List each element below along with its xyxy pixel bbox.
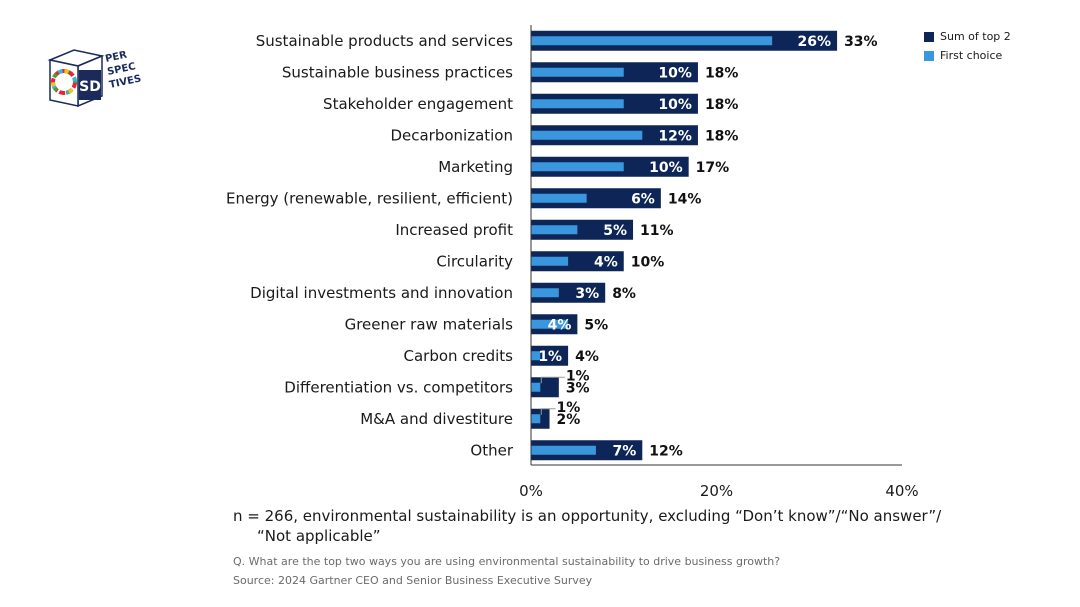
footnote-line-2: “Not applicable” <box>257 527 381 545</box>
value-label-first-choice-other: 7% <box>613 443 637 459</box>
bar-sum-top-2-energy-renewable-resilient-efficient <box>531 188 661 209</box>
bar-sum-top-2-circularity <box>531 251 624 272</box>
value-label-first-choice-energy-renewable-resilient-efficient: 6% <box>631 191 655 207</box>
category-label-increased-profit: Increased profit <box>395 221 513 239</box>
sd-perspectives-logo: SD PER SPEC TIVES <box>44 44 154 110</box>
category-label-sustainable-products-and-services: Sustainable products and services <box>256 32 513 50</box>
value-label-first-choice-carbon-credits: 1% <box>538 349 562 365</box>
logo-word-1: PER <box>104 50 128 65</box>
survey-question: Q. What are the top two ways you are usi… <box>233 555 781 568</box>
value-label-sum-top-2-greener-raw-materials: 5% <box>584 317 608 333</box>
category-label-stakeholder-engagement: Stakeholder engagement <box>323 95 513 113</box>
category-label-carbon-credits: Carbon credits <box>403 347 513 365</box>
bar-sum-top-2-digital-investments-and-innovation <box>531 282 606 303</box>
value-label-sum-top-2-carbon-credits: 4% <box>575 349 599 365</box>
category-label-differentiation-vs-competitors: Differentiation vs. competitors <box>284 378 513 396</box>
value-label-sum-top-2-m-a-and-divestiture: 2% <box>557 412 581 428</box>
leader-line-differentiation-vs-competitors <box>540 376 565 384</box>
legend-label-first-choice: First choice <box>940 49 1003 62</box>
bar-first-choice-increased-profit <box>531 225 578 235</box>
bar-first-choice-stakeholder-engagement <box>531 99 624 109</box>
bar-first-choice-differentiation-vs-competitors <box>531 382 541 392</box>
bar-first-choice-sustainable-products-and-services <box>531 36 773 46</box>
value-label-sum-top-2-differentiation-vs-competitors: 3% <box>566 380 590 396</box>
bar-first-choice-m-a-and-divestiture <box>531 414 541 424</box>
x-tick-label-40pct: 40% <box>885 482 918 500</box>
value-label-first-choice-digital-investments-and-innovation: 3% <box>575 286 599 302</box>
legend-swatch-sum-top-2 <box>924 31 934 42</box>
category-label-sustainable-business-practices: Sustainable business practices <box>282 63 513 81</box>
value-label-sum-top-2-digital-investments-and-innovation: 8% <box>612 286 636 302</box>
value-label-sum-top-2-energy-renewable-resilient-efficient: 14% <box>668 191 702 207</box>
bar-first-choice-digital-investments-and-innovation <box>531 288 559 298</box>
bar-first-choice-circularity <box>531 256 569 266</box>
source-note: Source: 2024 Gartner CEO and Senior Busi… <box>233 574 593 587</box>
bar-first-choice-marketing <box>531 162 624 172</box>
bar-first-choice-decarbonization <box>531 130 643 140</box>
footnote-line-1: n = 266, environmental sustainability is… <box>233 507 942 525</box>
legend-item-sum-top-2: Sum of top 2 <box>924 27 1011 46</box>
chart-legend: Sum of top 2 First choice <box>924 27 1011 65</box>
category-label-greener-raw-materials: Greener raw materials <box>345 315 514 333</box>
value-label-first-choice-stakeholder-engagement: 10% <box>658 97 692 113</box>
value-label-first-choice-increased-profit: 5% <box>603 223 627 239</box>
value-label-sum-top-2-sustainable-products-and-services: 33% <box>844 34 878 50</box>
category-label-m-a-and-divestiture: M&A and divestiture <box>360 410 513 428</box>
category-label-digital-investments-and-innovation: Digital investments and innovation <box>250 284 513 302</box>
value-label-first-choice-circularity: 4% <box>594 254 618 270</box>
value-label-first-choice-marketing: 10% <box>649 160 683 176</box>
value-label-first-choice-differentiation-vs-competitors: 1% <box>566 368 590 384</box>
bar-first-choice-sustainable-business-practices <box>531 67 624 77</box>
bar-first-choice-other <box>531 445 596 455</box>
value-label-first-choice-greener-raw-materials: 4% <box>548 317 572 333</box>
value-label-sum-top-2-decarbonization: 18% <box>705 128 739 144</box>
category-label-energy-renewable-resilient-efficient: Energy (renewable, resilient, efficient) <box>226 189 513 207</box>
value-label-sum-top-2-sustainable-business-practices: 18% <box>705 65 739 81</box>
leader-line-m-a-and-divestiture <box>540 408 556 415</box>
category-label-other: Other <box>470 441 513 459</box>
value-label-sum-top-2-marketing: 17% <box>696 160 730 176</box>
legend-item-first-choice: First choice <box>924 46 1011 65</box>
x-tick-label-20pct: 20% <box>700 482 733 500</box>
value-label-first-choice-sustainable-products-and-services: 26% <box>798 34 832 50</box>
bar-sum-top-2-differentiation-vs-competitors <box>531 377 559 398</box>
value-label-first-choice-m-a-and-divestiture: 1% <box>557 400 581 416</box>
bar-first-choice-carbon-credits <box>531 351 541 361</box>
sample-footnote: n = 266, environmental sustainability is… <box>233 506 953 546</box>
value-label-sum-top-2-stakeholder-engagement: 18% <box>705 97 739 113</box>
value-label-first-choice-sustainable-business-practices: 10% <box>658 65 692 81</box>
x-tick-label-0pct: 0% <box>519 482 543 500</box>
category-label-circularity: Circularity <box>436 252 513 270</box>
value-label-sum-top-2-other: 12% <box>649 443 683 459</box>
value-label-first-choice-decarbonization: 12% <box>658 128 692 144</box>
category-label-decarbonization: Decarbonization <box>390 126 513 144</box>
logo-letters: SD <box>79 79 101 95</box>
bar-sum-top-2-carbon-credits <box>531 345 569 366</box>
value-label-sum-top-2-increased-profit: 11% <box>640 223 674 239</box>
value-label-sum-top-2-circularity: 10% <box>631 254 665 270</box>
category-label-marketing: Marketing <box>438 158 513 176</box>
legend-label-sum-top-2: Sum of top 2 <box>940 30 1011 43</box>
legend-swatch-first-choice <box>924 50 934 61</box>
bar-first-choice-greener-raw-materials <box>531 319 569 329</box>
bar-sum-top-2-increased-profit <box>531 219 634 240</box>
bar-first-choice-energy-renewable-resilient-efficient <box>531 193 587 203</box>
